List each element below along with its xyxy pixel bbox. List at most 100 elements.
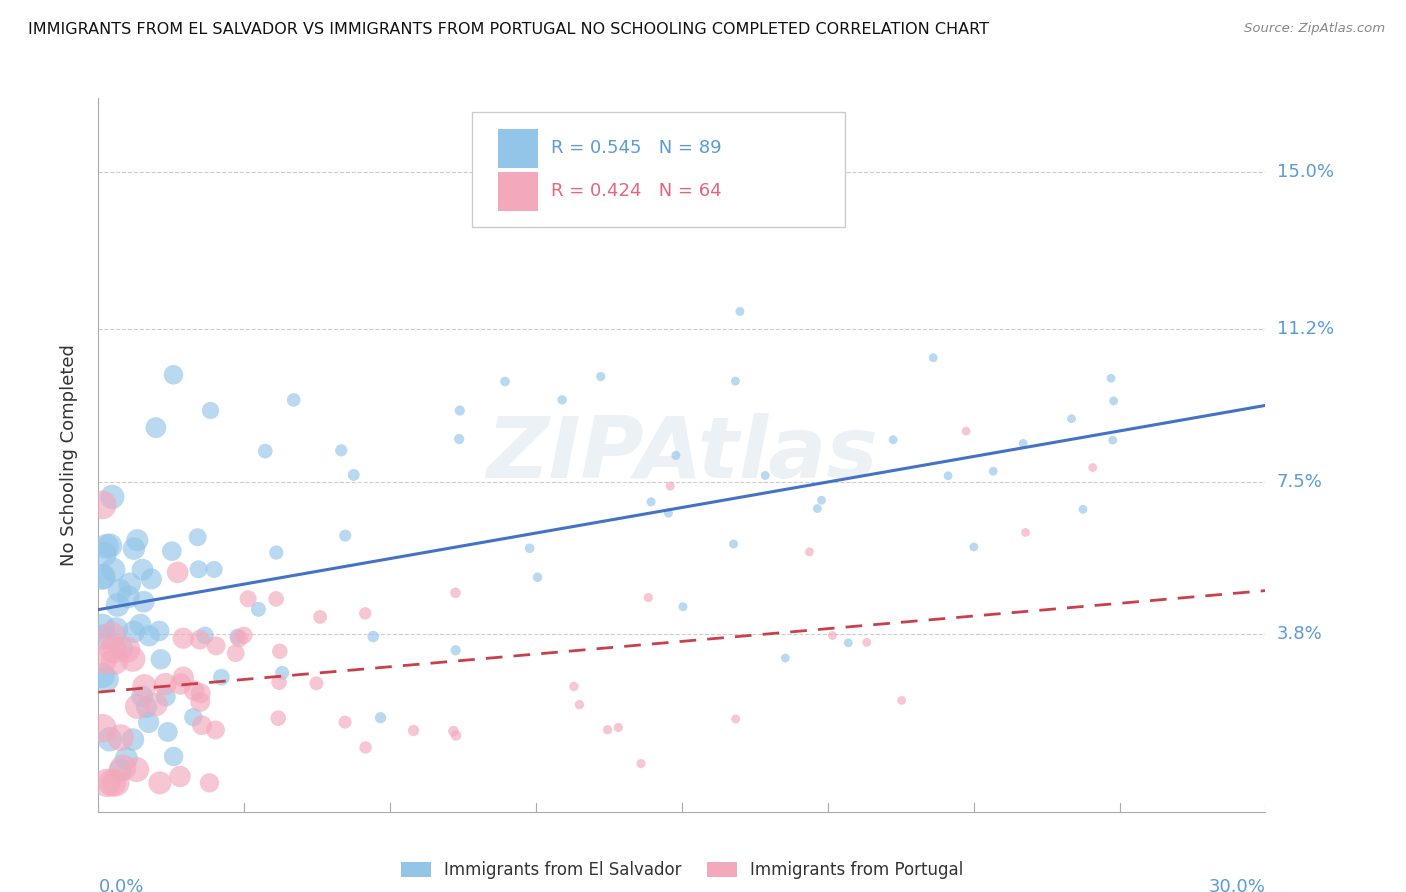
Point (806, 501, 828, 516)
Point (226, 630, 249, 644)
Point (101, 642, 124, 657)
Point (183, 683, 205, 698)
Point (91, 619, 114, 633)
Point (444, 728, 467, 742)
Point (110, 731, 132, 745)
Point (1012, 436, 1035, 450)
FancyBboxPatch shape (498, 128, 538, 168)
Point (108, 764, 131, 778)
Point (665, 449, 688, 463)
Point (169, 677, 191, 691)
Point (188, 695, 211, 709)
Point (96, 672, 118, 686)
Point (160, 544, 183, 558)
Point (589, 369, 612, 384)
Point (91, 721, 114, 735)
Text: R = 0.424   N = 64: R = 0.424 N = 64 (551, 182, 721, 200)
Point (101, 490, 124, 504)
Point (148, 624, 170, 638)
Point (118, 577, 141, 591)
FancyBboxPatch shape (498, 171, 538, 211)
Point (117, 642, 139, 657)
Point (91, 653, 114, 667)
Point (354, 607, 377, 621)
Point (134, 679, 156, 693)
Point (630, 756, 652, 771)
Point (305, 676, 328, 690)
Point (135, 700, 157, 714)
Point (107, 598, 129, 612)
Point (127, 533, 149, 548)
Point (361, 630, 384, 644)
Point (172, 631, 194, 645)
Point (112, 761, 135, 775)
Point (104, 654, 127, 668)
Point (728, 304, 751, 318)
Point (166, 566, 188, 580)
Point (1081, 460, 1104, 475)
Point (247, 602, 270, 616)
Point (1102, 393, 1125, 408)
Point (335, 528, 357, 542)
Text: R = 0.545   N = 89: R = 0.545 N = 89 (551, 139, 721, 157)
Point (105, 622, 128, 636)
Point (187, 530, 209, 544)
Point (91, 569, 114, 583)
Point (96, 540, 118, 554)
Point (236, 591, 259, 606)
Point (343, 467, 366, 482)
Text: ZIPAtlas: ZIPAtlas (486, 413, 877, 497)
Point (1060, 411, 1083, 425)
Text: Source: ZipAtlas.com: Source: ZipAtlas.com (1244, 22, 1385, 36)
Point (91, 570, 114, 584)
Point (100, 629, 122, 643)
Point (882, 433, 904, 447)
Point (101, 776, 124, 790)
Point (333, 715, 356, 730)
Point (963, 540, 986, 554)
Point (110, 641, 132, 656)
Point (657, 506, 679, 520)
Point (519, 541, 541, 556)
Point (204, 723, 226, 737)
Point (444, 643, 467, 657)
Point (121, 652, 143, 666)
Point (145, 698, 167, 712)
Point (724, 374, 747, 388)
Point (723, 537, 745, 551)
Point (724, 712, 747, 726)
Point (93, 547, 115, 561)
Point (330, 443, 353, 458)
Point (190, 686, 212, 700)
Point (155, 690, 177, 704)
Point (108, 583, 131, 598)
Point (890, 693, 912, 707)
Point (200, 403, 222, 417)
Point (198, 776, 221, 790)
Point (149, 652, 172, 666)
Point (172, 670, 194, 684)
Point (188, 632, 211, 647)
Text: 0.0%: 0.0% (98, 878, 143, 892)
Point (254, 444, 277, 458)
Point (138, 715, 160, 730)
Point (115, 751, 138, 765)
Point (444, 586, 467, 600)
Point (91, 668, 114, 682)
Point (162, 368, 184, 382)
Point (93, 630, 115, 644)
Point (1099, 371, 1122, 385)
Point (125, 763, 148, 777)
Point (266, 545, 288, 559)
Point (191, 718, 214, 732)
Text: IMMIGRANTS FROM EL SALVADOR VS IMMIGRANTS FROM PORTUGAL NO SCHOOLING COMPLETED C: IMMIGRANTS FROM EL SALVADOR VS IMMIGRANT… (28, 22, 988, 37)
Point (775, 651, 797, 665)
Point (169, 769, 191, 783)
Point (117, 590, 139, 604)
Point (103, 563, 125, 577)
Text: 3.8%: 3.8% (1277, 625, 1322, 643)
Point (568, 698, 591, 712)
Point (98, 732, 121, 747)
Point (441, 724, 464, 739)
Point (122, 624, 145, 639)
